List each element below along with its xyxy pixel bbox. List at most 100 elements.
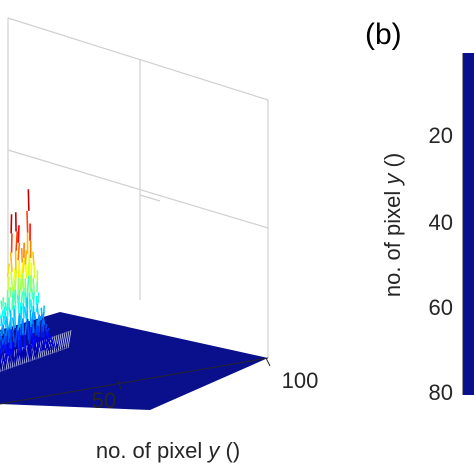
surface-mesh-segment-166 xyxy=(38,321,41,327)
y-tick-3d-50: 50 xyxy=(92,388,116,413)
surface-mesh-segment-95 xyxy=(20,247,23,263)
surface-mesh-segment-24 xyxy=(4,361,7,370)
surface-mesh-base-2 xyxy=(1,353,6,372)
surface-mesh-segment-10 xyxy=(0,344,3,354)
back-wall-grid xyxy=(7,17,269,358)
surface-mesh-segment-221 xyxy=(52,345,56,348)
surface-mesh-segment-58 xyxy=(11,329,16,343)
y-tick-3d-100: 100 xyxy=(282,368,319,393)
surface-mesh-segment-145 xyxy=(34,343,38,352)
surface-mesh-segment-167 xyxy=(38,315,42,322)
surface-mesh-segment-87 xyxy=(18,265,22,278)
surface-mesh-segment-223 xyxy=(53,342,56,346)
surface-mesh-segment-75 xyxy=(16,295,20,314)
surface-mesh-segment-63 xyxy=(12,267,17,281)
y-tick-20: 20 xyxy=(429,123,453,148)
surface-mesh-segment-81 xyxy=(18,340,22,353)
surface-mesh-segment-11 xyxy=(0,335,4,345)
surface-mesh-segment-170 xyxy=(40,338,43,345)
surface-mesh-segment-19 xyxy=(2,333,6,344)
y-tick-80: 80 xyxy=(429,380,453,405)
surface-mesh-segment-108 xyxy=(24,292,27,307)
surface-mesh-segment-16 xyxy=(2,361,6,371)
surface-mesh-base-48 xyxy=(47,337,52,356)
surface-mesh-segment-50 xyxy=(9,310,12,330)
y-axis-label-3d: no. of pixel y () xyxy=(96,438,240,463)
surface-mesh-segment-111 xyxy=(24,250,28,265)
surface-mesh-segment-61 xyxy=(12,292,16,306)
surface-mesh-base-64 xyxy=(63,331,68,350)
surface-mesh-segment-94 xyxy=(20,262,25,278)
surface-mesh-segment-191 xyxy=(44,324,48,329)
surface-mesh-segment-118 xyxy=(26,210,29,233)
surface-mesh-segment-176 xyxy=(42,350,46,357)
surface-mesh-segment-121 xyxy=(28,326,32,345)
surface-mesh-segment-102 xyxy=(22,257,26,274)
surface-mesh-segment-86 xyxy=(19,277,23,291)
surface-mesh-base-68 xyxy=(67,330,72,349)
surface-mesh-segment-76 xyxy=(17,277,20,296)
surface-mesh-segment-213 xyxy=(50,341,54,345)
surface-mesh-segment-177 xyxy=(42,343,45,351)
surface-mesh-segment-182 xyxy=(42,311,45,319)
surface-mesh-segment-20 xyxy=(2,324,5,334)
surface-mesh-segment-185 xyxy=(44,347,48,353)
surface-mesh-base-50 xyxy=(49,336,54,355)
surface-mesh-segment-211 xyxy=(50,345,53,349)
surface-mesh-segment-169 xyxy=(40,344,44,352)
surface-mesh-segment-173 xyxy=(41,319,44,327)
heatmap-area xyxy=(463,53,474,395)
surface-mesh-segment-41 xyxy=(8,347,13,359)
surface-mesh-segment-35 xyxy=(5,316,9,330)
surface-mesh-base-56 xyxy=(55,334,60,353)
surface-mesh-segment-65 xyxy=(14,327,18,348)
surface-mesh-segment-141 xyxy=(32,278,35,293)
surface-mesh-base-54 xyxy=(53,335,58,354)
y-axis-line-3d xyxy=(0,357,269,405)
y-tick-60: 60 xyxy=(429,295,453,320)
surface-mesh-segment-107 xyxy=(23,306,28,321)
surface-mesh-segment-181 xyxy=(42,318,46,325)
surface-mesh-segment-106 xyxy=(24,320,28,335)
surface-mesh-segment-57 xyxy=(11,342,15,355)
panel-label-b: (b) xyxy=(365,18,402,51)
surface-mesh-segment-68 xyxy=(14,270,18,290)
surface-mesh-base-60 xyxy=(59,332,64,352)
surface-mesh-segment-4 xyxy=(0,333,2,342)
surface-mesh-segment-122 xyxy=(29,309,32,328)
surface-mesh-segment-99 xyxy=(22,303,25,319)
surface-mesh-segment-52 xyxy=(10,271,14,292)
surface-mesh-segment-120 xyxy=(28,344,32,362)
surface-mesh-segment-131 xyxy=(31,311,34,325)
surface-mesh-segment-204 xyxy=(47,340,51,345)
surface-mesh-segment-133 xyxy=(30,287,34,300)
surface-mesh-segment-8 xyxy=(0,362,3,372)
surface-floor xyxy=(0,312,268,410)
surface-mesh-segment-196 xyxy=(46,337,49,342)
surface-mesh-base-58 xyxy=(57,333,62,352)
surface-mesh-segment-78 xyxy=(17,242,21,261)
surface-mesh-segment-203 xyxy=(49,343,52,347)
surface-mesh-segment-154 xyxy=(36,325,40,337)
surface-mesh-segment-104 xyxy=(24,348,27,363)
surface-mesh-segment-137 xyxy=(31,332,35,347)
surface-mesh-segment-210 xyxy=(50,347,53,351)
surface-mesh-segment-28 xyxy=(5,327,8,337)
surface-mesh-segment-91 xyxy=(20,306,23,321)
y-tick-40: 40 xyxy=(429,210,453,235)
y-axis-label-heatmap: no. of pixel y () xyxy=(380,153,405,297)
surface-mesh-segment-153 xyxy=(35,336,40,348)
surface-mesh-segment-85 xyxy=(18,290,21,303)
surface-mesh-segment-180 xyxy=(42,324,45,332)
surface-mesh-segment-140 xyxy=(32,292,35,306)
surface-mesh-segment-156 xyxy=(36,303,39,315)
surface-mesh-segment-18 xyxy=(2,342,7,353)
y-axis-ticks-3d xyxy=(117,357,271,390)
surface-mesh-segment-113 xyxy=(26,318,30,341)
surface-mesh-segment-149 xyxy=(33,311,37,320)
surface-mesh-segment-195 xyxy=(46,341,49,346)
surface-mesh-segment-147 xyxy=(35,327,38,336)
heatmap-plot: (b) 20 40 60 80 no. of pixel y () xyxy=(365,18,474,405)
surface-mesh-segment-175 xyxy=(40,307,43,315)
